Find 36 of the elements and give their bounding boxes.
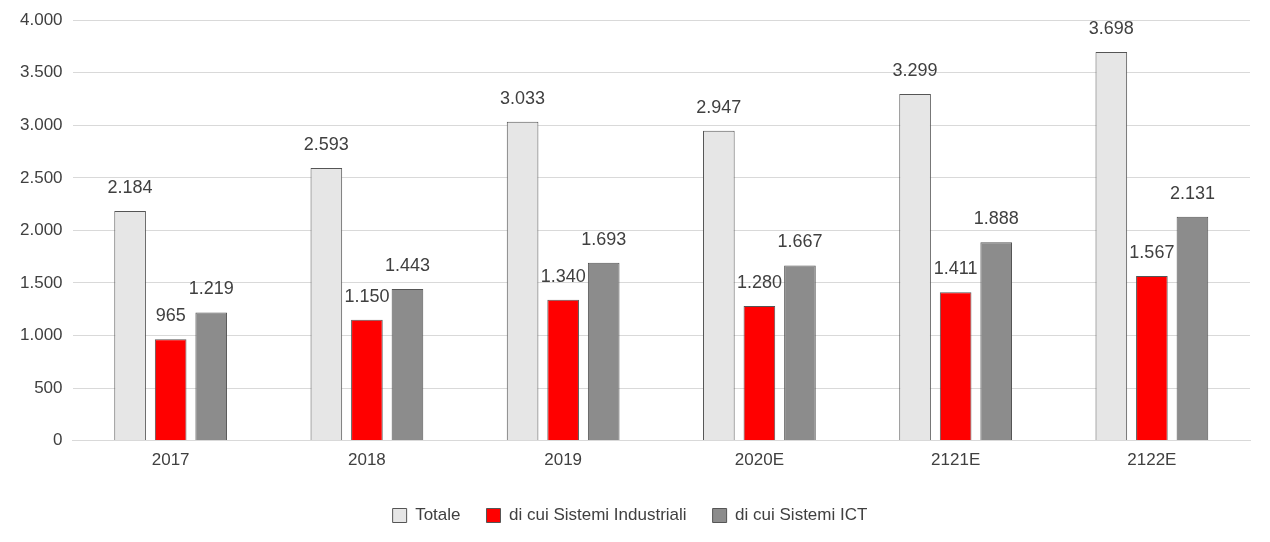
data-label: 3.033 bbox=[500, 87, 546, 108]
x-tick-label: 2020E bbox=[734, 450, 784, 470]
data-label: 3.698 bbox=[1088, 17, 1134, 38]
data-label: 3.299 bbox=[892, 59, 938, 80]
data-label: 1.340 bbox=[540, 265, 586, 286]
legend-label: di cui Sistemi ICT bbox=[735, 505, 868, 525]
x-tick-label: 2121E bbox=[931, 450, 981, 470]
y-tick-label: 1.500 bbox=[19, 272, 63, 292]
y-tick-label: 3.500 bbox=[19, 62, 63, 82]
y-tick-label: 2.000 bbox=[19, 220, 63, 240]
y-tick-label: 2.500 bbox=[19, 167, 63, 187]
y-tick-label: 4.000 bbox=[19, 9, 63, 29]
data-label: 1.219 bbox=[188, 278, 234, 299]
y-tick-label: 0 bbox=[53, 430, 63, 450]
data-label: 1.693 bbox=[581, 228, 627, 249]
y-tick-label: 1.000 bbox=[19, 325, 63, 345]
x-tick-label: 2018 bbox=[347, 450, 386, 470]
data-label: 2.947 bbox=[696, 96, 742, 117]
y-tick-label: 3.000 bbox=[19, 114, 63, 134]
legend-label: di cui Sistemi Industriali bbox=[509, 505, 687, 525]
data-label: 2.184 bbox=[107, 177, 153, 198]
data-label: 1.888 bbox=[973, 208, 1019, 229]
x-tick-label: 2122E bbox=[1127, 450, 1177, 470]
x-tick-label: 2019 bbox=[544, 450, 583, 470]
data-label: 1.150 bbox=[344, 285, 390, 306]
data-label: 1.280 bbox=[736, 272, 782, 293]
data-label: 1.667 bbox=[777, 231, 823, 252]
data-label: 1.567 bbox=[1129, 241, 1175, 262]
data-label: 1.411 bbox=[933, 258, 978, 279]
x-tick-label: 2017 bbox=[151, 450, 190, 470]
data-label: 2.131 bbox=[1169, 182, 1215, 203]
data-label: 1.443 bbox=[384, 254, 430, 275]
data-label: 965 bbox=[155, 305, 186, 326]
data-label: 2.593 bbox=[303, 134, 349, 155]
y-tick-label: 500 bbox=[34, 377, 63, 397]
legend-label: Totale bbox=[415, 505, 461, 525]
